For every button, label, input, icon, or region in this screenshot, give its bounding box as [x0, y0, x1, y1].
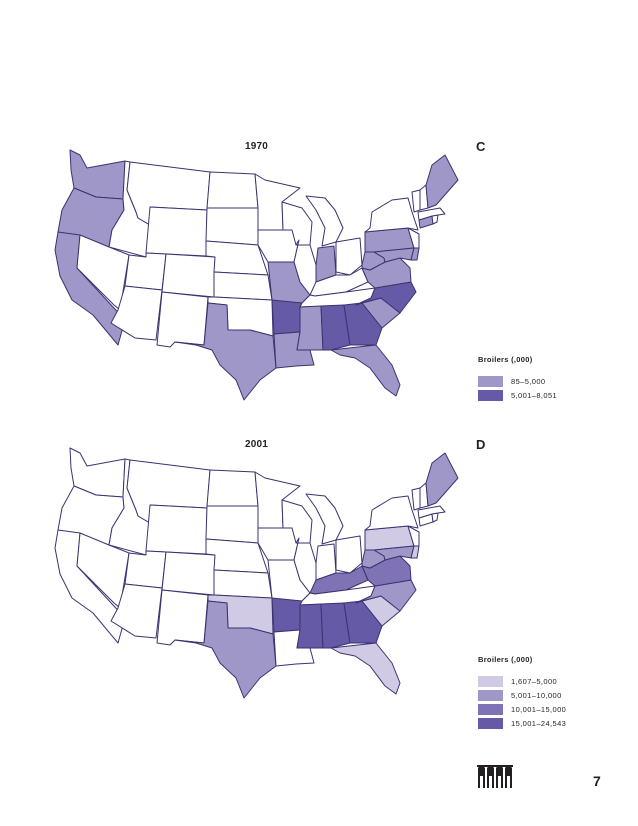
page-number: 7 — [593, 773, 601, 789]
state-co — [161, 551, 216, 596]
legend-label: 10,001–15,000 — [511, 705, 567, 714]
legend-label: 15,001–24,543 — [511, 719, 567, 728]
legend-title: Broilers (,000) — [478, 655, 533, 664]
legend-swatch — [478, 718, 503, 729]
legend-label: 5,001–8,051 — [511, 391, 558, 400]
legend-row: 1,607–5,000 — [478, 675, 566, 688]
state-me — [425, 452, 459, 507]
state-sd — [205, 505, 259, 544]
state-fl — [330, 642, 401, 695]
legend-swatch — [478, 390, 503, 401]
state-nc — [355, 281, 417, 314]
legend-row: 15,001–24,543 — [478, 717, 566, 730]
state-ny — [364, 197, 419, 233]
legend-label: 5,001–10,000 — [511, 691, 562, 700]
map-title-2001: 2001 — [245, 439, 269, 450]
state-nj — [407, 525, 420, 547]
state-vt — [411, 487, 421, 511]
panel-letter-d: D — [476, 437, 486, 452]
legend-row: 5,001–10,000 — [478, 689, 566, 702]
legend-swatch — [478, 676, 503, 687]
map-title-1970: 1970 — [245, 141, 269, 152]
state-ut — [124, 550, 167, 589]
state-nj — [407, 227, 420, 249]
state-ms — [296, 603, 324, 649]
state-oh — [335, 237, 363, 276]
state-wy — [145, 504, 208, 555]
state-az — [110, 583, 163, 639]
state-me — [425, 154, 459, 209]
state-sd — [205, 207, 259, 246]
state-al — [320, 304, 351, 351]
state-ma — [417, 207, 446, 221]
state-vt — [411, 189, 421, 213]
state-co — [161, 253, 216, 298]
legend-row: 5,001–8,051 — [478, 389, 557, 402]
state-ut — [124, 252, 167, 291]
state-tx — [174, 302, 277, 401]
legend-swatch — [478, 376, 503, 387]
state-nc — [355, 579, 417, 612]
state-tx — [174, 600, 277, 699]
state-ma — [417, 505, 446, 519]
state-ar — [271, 597, 303, 633]
state-ny — [364, 495, 419, 531]
legend-label: 85–5,000 — [511, 377, 546, 386]
legend-label: 1,607–5,000 — [511, 677, 558, 686]
state-nm — [156, 589, 209, 646]
legend-swatch — [478, 704, 503, 715]
state-al — [320, 602, 351, 649]
legend-swatch — [478, 690, 503, 701]
state-wy — [145, 206, 208, 257]
publisher-logo — [477, 765, 513, 788]
state-nd — [206, 171, 259, 209]
legend-title: Broilers (,000) — [478, 355, 533, 364]
state-ks — [213, 271, 273, 301]
state-fl — [330, 344, 401, 397]
panel-letter-c: C — [476, 139, 486, 154]
state-nd — [206, 469, 259, 507]
us-map-1970 — [54, 149, 459, 401]
state-az — [110, 285, 163, 341]
state-oh — [335, 535, 363, 574]
legend-row: 85–5,000 — [478, 375, 557, 388]
us-map-2001 — [54, 447, 459, 699]
legend-2001: Broilers (,000) 1,607–5,000 5,001–10,000… — [478, 655, 566, 731]
state-ks — [213, 569, 273, 599]
legend-row: 10,001–15,000 — [478, 703, 566, 716]
legend-1970: Broilers (,000) 85–5,000 5,001–8,051 — [478, 355, 557, 403]
